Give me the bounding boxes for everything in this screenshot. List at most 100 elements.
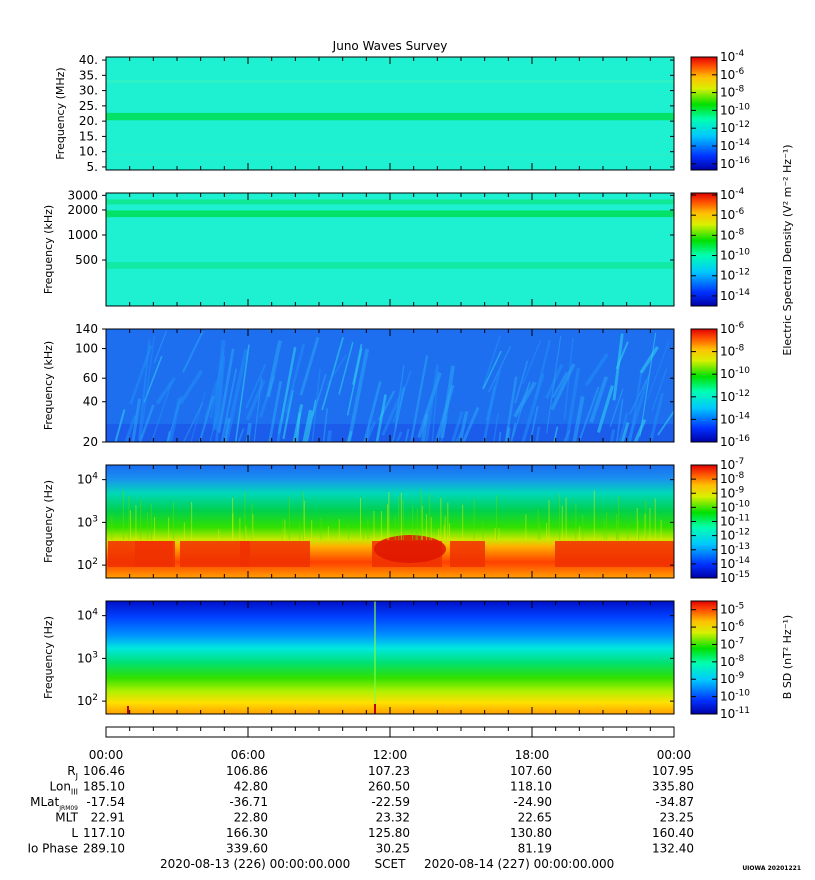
ephemeris-value: 30.25 (376, 842, 410, 856)
emission-streak (140, 335, 156, 438)
emission-streak (153, 330, 167, 364)
emission-streak (124, 415, 137, 442)
spectrogram-panels: 40.35. 30.25.20.15. 10.5. Frequency (MHz) 30… (42, 53, 675, 715)
panel-p1: 40.35. 30.25.20.15. 10.5. Frequency (MHz) (54, 53, 675, 174)
ephemeris-value: 107.60 (510, 764, 552, 778)
emission-streak (629, 372, 643, 442)
y-tick-label: 104 (77, 472, 98, 487)
emission-streak (276, 420, 282, 442)
ephemeris-label: Io Phase (27, 842, 78, 856)
colorbar-tick-label: 10-8 (720, 654, 745, 669)
emission-streak (481, 335, 501, 389)
emission-streak (285, 343, 305, 413)
emission-streak (375, 394, 387, 442)
y-tick-label: 100 (75, 342, 98, 356)
colorbar-tick-label: 10-8 (720, 471, 745, 486)
ephemeris-value: 260.50 (368, 780, 410, 794)
y-tick-label: 1000 (67, 228, 98, 242)
emission-streak (326, 354, 347, 386)
emission-streak (504, 376, 518, 442)
emission-streak (338, 342, 354, 395)
colorbar-tick-label: 10-12 (720, 268, 750, 283)
ephemeris-label: LonIII (50, 780, 79, 797)
emission-streak (352, 344, 363, 385)
emission-streak (245, 363, 267, 409)
colorbar-tick-label: 10-10 (720, 366, 750, 381)
ephemeris-value: 166.30 (226, 826, 268, 840)
emission-streak (612, 333, 624, 401)
y-tick-label: 140 (75, 322, 98, 336)
emission-streak (155, 376, 177, 405)
y-axis-label: Frequency (kHz) (42, 205, 55, 294)
time-tick-label: 06:00 (231, 748, 266, 762)
y-tick-label: 30. (79, 84, 98, 98)
credit-label: UIOWA 20201221 (742, 865, 801, 872)
emission-streak (268, 380, 283, 442)
emission-streak (550, 363, 576, 411)
emission-streak (277, 346, 297, 435)
emission-streak (522, 339, 542, 384)
y-axis-label: Frequency (Hz) (42, 480, 55, 563)
emission-streak (292, 404, 304, 442)
colorbar-tick-label: 10-11 (720, 706, 750, 721)
emission-streak (204, 381, 217, 419)
emission-streak (596, 385, 614, 433)
y-tick-label: 35. (79, 68, 98, 82)
y-axis-label: Frequency (kHz) (42, 341, 55, 430)
emission-streak (618, 412, 629, 442)
emission-streak (182, 331, 204, 373)
colorbar-tick-label: 10-6 (720, 207, 745, 222)
y-tick-label: 20 (83, 435, 98, 449)
spectrogram-background (106, 193, 674, 306)
colorbar-tick-label: 10-4 (720, 187, 745, 202)
emission-streak (458, 410, 469, 442)
emission-streak (138, 340, 151, 440)
colorbars: 10-4 10-6 10-8 10-10 10-12 10-14 10-16 10-4 10-6… (690, 49, 750, 721)
emission-streak (493, 413, 499, 442)
colorbar-tick-label: 10-7 (720, 457, 744, 472)
emission-streak (577, 386, 600, 442)
y-tick-label: 20. (79, 114, 98, 128)
spectrogram-p2 (106, 193, 674, 306)
colorbar-tick-label: 10-12 (720, 120, 750, 135)
emission-band-2 (106, 262, 674, 269)
ephemeris-table: RJ 106.46 106.86 107.23 107.60 107.95 LonIII 18… (27, 764, 694, 856)
intense-emission-5 (450, 541, 485, 567)
emission-streak (646, 340, 670, 400)
emission-streak (215, 356, 226, 442)
y-tick-label: 40. (79, 53, 98, 67)
y-tick-label: 10. (79, 145, 98, 159)
ephemeris-value: 22.91 (91, 811, 125, 825)
colorbar-p5: 10-5 10-6 10-7 10-8 10-9 10-10 10-11 (690, 600, 750, 721)
ephemeris-value: -22.59 (371, 795, 410, 809)
emission-streak (572, 396, 585, 442)
y-tick-label: 60 (83, 371, 98, 385)
colorbar-tick-label: 10-10 (720, 689, 750, 704)
ephemeris-value: 106.86 (226, 764, 268, 778)
time-tick-label: 00:00 (657, 748, 692, 762)
emission-streak (552, 371, 568, 399)
intense-emission-3 (240, 541, 310, 567)
emission-streak (589, 376, 609, 424)
ephemeris-label: RJ (67, 764, 78, 781)
emission-streak (311, 369, 321, 442)
ephemeris-value: 339.60 (226, 842, 268, 856)
emission-streak (168, 398, 182, 442)
emission-streak (306, 399, 317, 442)
emission-streak (178, 369, 204, 405)
spectrogram-p5 (106, 601, 674, 714)
colorbar-gradient (690, 600, 718, 715)
y-tick-label: 103 (77, 650, 98, 665)
spectrogram-background (106, 601, 674, 714)
y-tick-label: 2000 (67, 203, 98, 217)
emission-streak (440, 365, 455, 439)
emission-streak (114, 409, 126, 442)
ephemeris-value: -36.71 (229, 795, 268, 809)
emission-streak (620, 422, 630, 442)
colorbar-tick-label: 10-10 (720, 102, 750, 117)
colorbar-tick-label: 10-12 (720, 528, 750, 543)
emission-streak (546, 335, 562, 434)
emission-streak (564, 367, 581, 442)
